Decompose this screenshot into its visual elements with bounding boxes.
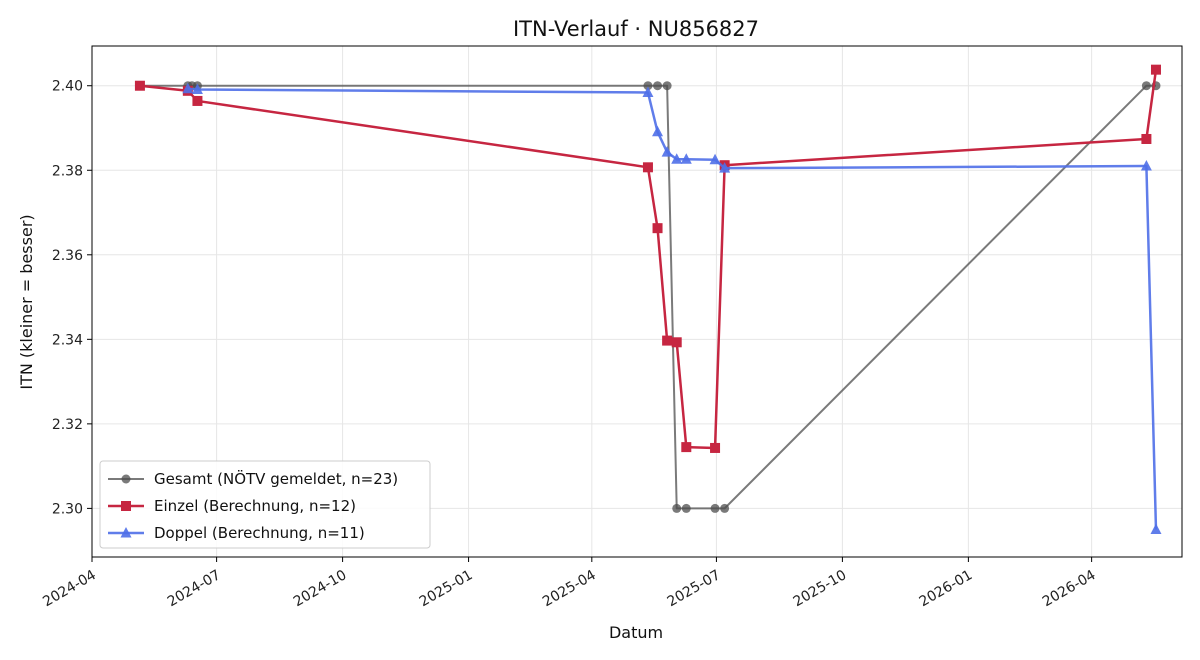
- data-point: [709, 153, 721, 165]
- legend: Gesamt (NÖTV gemeldet, n=23) Einzel (Bere…: [99, 460, 431, 549]
- series-1: [135, 81, 1161, 513]
- x-tick-label: 2026-01: [917, 567, 976, 610]
- data-point: [672, 503, 682, 513]
- data-point: [671, 153, 683, 164]
- data-point: [1150, 523, 1162, 535]
- series-3: [182, 82, 1162, 535]
- y-tick-label: 2.36: [52, 248, 83, 264]
- data-point: [652, 125, 664, 137]
- data-point: [192, 95, 203, 106]
- data-point: [720, 503, 730, 513]
- y-tick-label: 2.38: [52, 163, 83, 179]
- data-point: [653, 81, 663, 91]
- data-point: [662, 335, 673, 346]
- x-tick-label: 2025-07: [665, 567, 724, 610]
- legend-label: Doppel (Berechnung, n=11): [154, 524, 365, 542]
- series-line: [139, 84, 1156, 510]
- legend-label: Gesamt (NÖTV gemeldet, n=23): [154, 469, 398, 488]
- x-axis-label: Datum: [609, 623, 663, 642]
- y-tick-label: 2.32: [52, 417, 83, 433]
- data-point: [671, 337, 682, 348]
- x-tick-label: 2025-04: [540, 567, 599, 610]
- data-point: [681, 442, 692, 453]
- data-point: [719, 162, 731, 173]
- data-point: [681, 503, 691, 513]
- data-point: [710, 442, 721, 453]
- data-point: [1150, 64, 1161, 75]
- y-axis: 2.30 2.32 2.34 2.36 2.38 2.40: [52, 79, 92, 517]
- data-point: [1141, 81, 1151, 91]
- data-point: [643, 81, 653, 91]
- x-tick-label: 2024-07: [165, 567, 224, 610]
- series-line: [139, 69, 1158, 450]
- x-axis: 2024-04 2024-07 2024-10 2025-01 2025-04 2025-…: [40, 557, 1099, 610]
- legend-box: [99, 460, 431, 549]
- y-tick-label: 2.40: [52, 79, 83, 95]
- x-tick-label: 2024-04: [40, 567, 99, 610]
- data-point: [1140, 160, 1152, 171]
- data-point: [661, 146, 673, 157]
- data-point: [1141, 133, 1152, 144]
- x-tick-label: 2026-04: [1040, 567, 1099, 610]
- legend-item: Doppel (Berechnung, n=11): [108, 524, 365, 542]
- data-point: [710, 503, 720, 513]
- x-tick-label: 2025-01: [417, 567, 476, 610]
- data-point: [191, 83, 203, 95]
- data-point: [182, 82, 194, 94]
- y-tick-label: 2.34: [52, 332, 83, 348]
- data-point: [662, 81, 672, 91]
- series-2: [134, 64, 1161, 453]
- data-point: [642, 86, 654, 97]
- data-point: [134, 80, 145, 91]
- legend-swatch-marker: [121, 474, 131, 484]
- series-layer: [134, 64, 1162, 535]
- data-point: [680, 153, 692, 164]
- x-tick-label: 2024-10: [291, 567, 350, 610]
- legend-swatch-marker: [120, 527, 132, 538]
- plot-frame: [91, 45, 1183, 558]
- y-axis-label: ITN (kleiner = besser): [17, 214, 36, 389]
- x-tick-label: 2025-10: [791, 567, 850, 610]
- data-point: [642, 162, 653, 173]
- legend-item: Gesamt (NÖTV gemeldet, n=23): [108, 469, 398, 488]
- chart-title: ITN-Verlauf · NU856827: [513, 17, 759, 41]
- legend-label: Einzel (Berechnung, n=12): [154, 497, 356, 515]
- legend-item: Einzel (Berechnung, n=12): [108, 497, 356, 515]
- y-tick-label: 2.30: [52, 501, 83, 517]
- data-point: [652, 223, 663, 234]
- legend-swatch-marker: [121, 501, 131, 511]
